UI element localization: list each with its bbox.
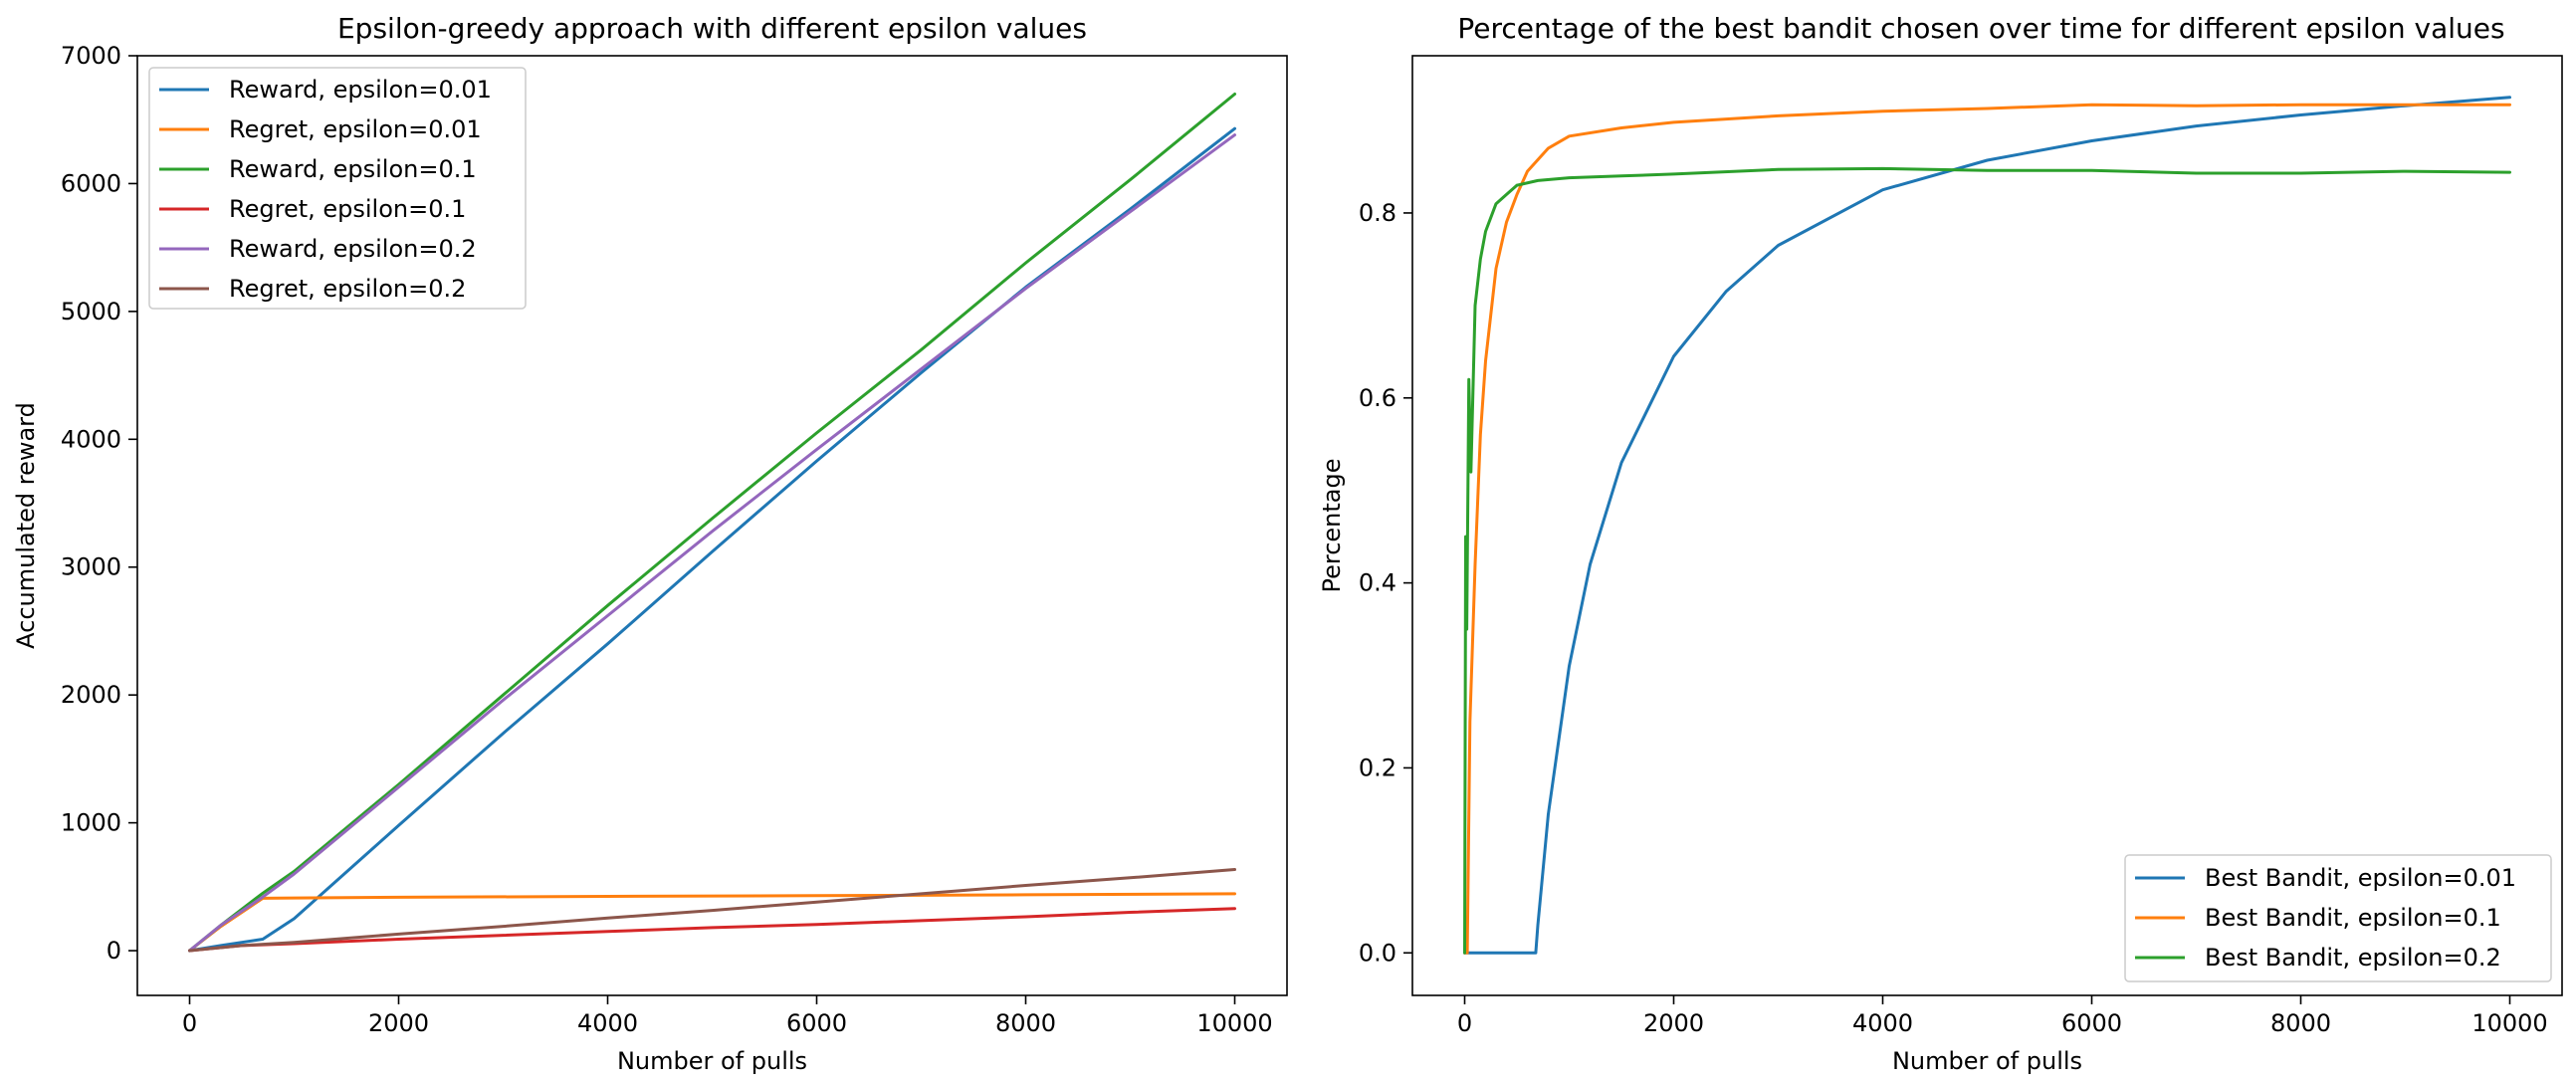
- best-bandit-chart-legend-label-3: Best Bandit, epsilon=0.2: [2205, 944, 2501, 972]
- reward-chart-y-tick-label-7: 6000: [61, 169, 121, 197]
- reward-chart-x-tick-label-4: 6000: [786, 1009, 847, 1037]
- best-bandit-chart-y-tick-label-1: 0.0: [1359, 939, 1396, 967]
- reward-chart-x-tick-label-3: 4000: [577, 1009, 638, 1037]
- reward-chart: Epsilon-greedy approach with different e…: [12, 12, 1288, 1075]
- reward-chart-legend-label-4: Regret, epsilon=0.1: [229, 195, 466, 223]
- best-bandit-chart-x-tick-label-4: 6000: [2061, 1009, 2122, 1037]
- best-bandit-chart-y-tick-label-5: 0.8: [1359, 199, 1396, 227]
- best-bandit-chart-legend-box: [2124, 854, 2552, 982]
- best-bandit-chart-legend: Best Bandit, epsilon=0.01 Best Bandit, ep…: [2124, 854, 2552, 982]
- reward-chart-frame: [136, 55, 1288, 996]
- reward-chart-legend-label-6: Regret, epsilon=0.2: [229, 275, 466, 303]
- reward-chart-x-tick-label-5: 8000: [995, 1009, 1056, 1037]
- best-bandit-chart-axes: 0 2000 4000 6000 8000 10000 0.0 0.2 0.4 0.6 0.8: [1359, 199, 2548, 1037]
- best-bandit-chart-y-tick-label-2: 0.2: [1359, 754, 1396, 781]
- best-bandit-chart-x-tick-label-3: 4000: [1852, 1009, 1913, 1037]
- best-bandit-chart-legend-label-2: Best Bandit, epsilon=0.1: [2205, 904, 2501, 932]
- reward-chart-legend-label-2: Regret, epsilon=0.01: [229, 115, 482, 143]
- reward-chart-axes: 0 2000 4000 6000 8000 10000 0 1000 2000 3000 4000 5…: [61, 42, 1273, 1037]
- reward-chart-y-tick-label-1: 0: [107, 937, 121, 965]
- best-bandit-chart-x-tick-label-1: 0: [1457, 1009, 1472, 1037]
- reward-chart-y-tick-label-3: 2000: [61, 681, 121, 709]
- reward-chart-y-tick-label-8: 7000: [61, 42, 121, 70]
- best-bandit-chart-x-tick-label-6: 10000: [2471, 1009, 2547, 1037]
- reward-chart-y-tick-label-6: 5000: [61, 298, 121, 325]
- best-bandit-chart-series-line-3: [1463, 166, 2511, 955]
- reward-chart-y-tick-label-4: 3000: [61, 553, 121, 581]
- best-bandit-chart-series-line-1: [1463, 96, 2511, 955]
- reward-chart-legend-label-5: Reward, epsilon=0.2: [229, 235, 477, 263]
- best-bandit-chart-legend-label-1: Best Bandit, epsilon=0.01: [2205, 864, 2516, 892]
- reward-chart-y-tick-label-5: 4000: [61, 425, 121, 453]
- reward-chart-legend: Reward, epsilon=0.01 Regret, epsilon=0.01…: [148, 67, 527, 310]
- best-bandit-chart: Percentage of the best bandit chosen ove…: [1318, 12, 2563, 1075]
- best-bandit-chart-plot-area: [1463, 96, 2511, 955]
- reward-chart-y-axis-label: Accumulated reward: [12, 402, 40, 649]
- reward-chart-x-axis-label: Number of pulls: [617, 1047, 807, 1075]
- reward-chart-legend-label-3: Reward, epsilon=0.1: [229, 155, 477, 183]
- reward-chart-legend-box: [148, 67, 527, 310]
- best-bandit-chart-y-axis-label: Percentage: [1318, 458, 1346, 592]
- reward-chart-x-tick-label-1: 0: [182, 1009, 197, 1037]
- reward-chart-legend-label-1: Reward, epsilon=0.01: [229, 76, 492, 104]
- reward-chart-plot-area: [188, 93, 1236, 953]
- reward-chart-y-tick-label-2: 1000: [61, 809, 121, 837]
- best-bandit-chart-y-tick-label-4: 0.6: [1359, 384, 1396, 412]
- best-bandit-chart-x-tick-label-2: 2000: [1643, 1009, 1704, 1037]
- reward-chart-series-line-6: [188, 868, 1236, 953]
- reward-chart-title: Epsilon-greedy approach with different e…: [337, 12, 1087, 45]
- best-bandit-chart-x-tick-label-5: 8000: [2270, 1009, 2331, 1037]
- best-bandit-chart-series-line-2: [1463, 103, 2511, 955]
- reward-chart-series-line-3: [188, 93, 1236, 953]
- reward-chart-series-line-5: [188, 133, 1236, 953]
- best-bandit-chart-x-axis-label: Number of pulls: [1892, 1047, 2082, 1075]
- reward-chart-x-tick-label-6: 10000: [1196, 1009, 1272, 1037]
- best-bandit-chart-title: Percentage of the best bandit chosen ove…: [1457, 12, 2504, 45]
- best-bandit-chart-y-tick-label-3: 0.4: [1359, 569, 1396, 597]
- best-bandit-chart-frame: [1411, 55, 2563, 996]
- reward-chart-x-tick-label-2: 2000: [368, 1009, 429, 1037]
